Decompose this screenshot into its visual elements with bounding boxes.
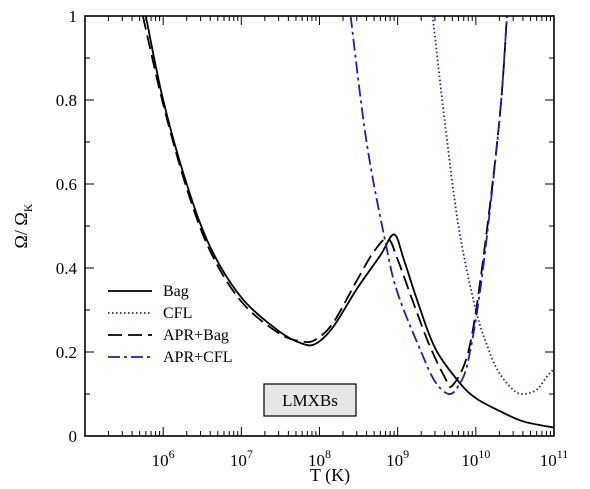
x-tick-label: 108	[308, 447, 331, 470]
y-axis-title-subscript: K	[21, 203, 35, 212]
x-tick-label: 109	[386, 447, 409, 470]
legend: Bag CFL APR+Bag APR+CFL	[108, 283, 233, 366]
y-axis-title-main: Ω/ Ω	[11, 212, 31, 248]
x-tick-label: 1010	[461, 447, 490, 470]
annotation-box: LMXBs	[263, 383, 357, 417]
legend-label-1: Bag	[163, 283, 189, 300]
annotation-box-frame	[263, 383, 357, 417]
legend-label-2: CFL	[163, 305, 192, 322]
y-axis-title: Ω/ ΩK	[11, 203, 35, 248]
x-tick-label: 1011	[540, 447, 569, 470]
tick-layer: 106 107 108 109 1010 1011 0 0.2 0.4 0.6 0.8 1	[56, 7, 569, 470]
svg-text:Ω/ ΩK: Ω/ ΩK	[11, 203, 35, 248]
x-tick-label: 107	[230, 447, 253, 470]
x-axis-title: T (K)	[310, 465, 350, 486]
y-tick-label: 0.8	[56, 91, 77, 110]
series-line-2	[431, 16, 554, 395]
annotation-label: LMXBs	[282, 391, 338, 410]
y-tick-label: 0.2	[56, 343, 77, 362]
plot-area	[85, 16, 554, 436]
y-tick-label: 0.4	[56, 259, 78, 278]
legend-label-4: APR+CFL	[163, 349, 233, 366]
series-line-4	[349, 16, 508, 395]
y-tick-label: 1	[69, 7, 78, 26]
x-tick-label: 106	[152, 447, 175, 470]
y-tick-label: 0	[69, 427, 78, 446]
legend-label-3: APR+Bag	[163, 327, 229, 344]
series-line-3	[141, 16, 508, 388]
series-line-1	[144, 16, 554, 429]
series-layer	[141, 16, 554, 429]
y-tick-label: 0.6	[56, 175, 77, 194]
